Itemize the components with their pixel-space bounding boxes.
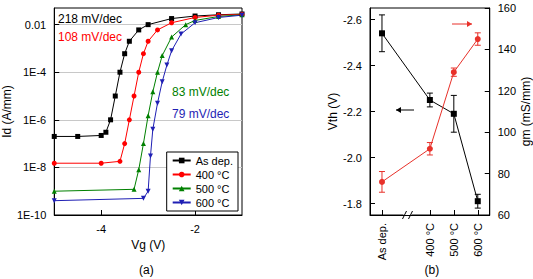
svg-text:-2: -2 <box>190 223 200 235</box>
svg-text:(a): (a) <box>139 263 154 277</box>
svg-text:Vth (V): Vth (V) <box>326 93 340 130</box>
svg-text:gm (mS/mm): gm (mS/mm) <box>519 77 533 146</box>
svg-text:1E-4: 1E-4 <box>23 66 46 78</box>
svg-text:500 °C: 500 °C <box>448 223 460 257</box>
svg-text:400 °C: 400 °C <box>196 169 230 181</box>
svg-text:60: 60 <box>498 209 510 221</box>
svg-text:-2.6: -2.6 <box>343 14 362 26</box>
svg-text:-1.8: -1.8 <box>343 198 362 210</box>
svg-text:500 °C: 500 °C <box>196 183 230 195</box>
svg-text:(b): (b) <box>425 263 440 277</box>
svg-text:-4: -4 <box>96 223 106 235</box>
svg-text:Id (A/mm): Id (A/mm) <box>0 85 14 138</box>
svg-text:79 mV/dec: 79 mV/dec <box>172 107 229 121</box>
svg-text:100: 100 <box>498 126 516 138</box>
svg-text:80: 80 <box>498 168 510 180</box>
svg-text:83 mV/dec: 83 mV/dec <box>172 85 229 99</box>
svg-text:-2.0: -2.0 <box>343 152 362 164</box>
svg-text:140: 140 <box>498 43 516 55</box>
svg-text:120: 120 <box>498 85 516 97</box>
svg-text:As dep.: As dep. <box>376 223 388 260</box>
svg-text:160: 160 <box>498 2 516 14</box>
svg-text:600 °C: 600 °C <box>472 223 484 257</box>
svg-text:400 °C: 400 °C <box>424 223 436 257</box>
svg-text:-2.4: -2.4 <box>343 60 362 72</box>
svg-text:108 mV/dec: 108 mV/dec <box>58 30 122 44</box>
svg-text:1E-8: 1E-8 <box>23 161 46 173</box>
svg-text:600 °C: 600 °C <box>196 197 230 209</box>
svg-text:1E-10: 1E-10 <box>17 209 46 221</box>
svg-text:218 mV/dec: 218 mV/dec <box>58 12 122 26</box>
svg-text:1E-6: 1E-6 <box>23 114 46 126</box>
svg-text:-2.2: -2.2 <box>343 106 362 118</box>
svg-text:As dep.: As dep. <box>196 155 233 167</box>
svg-text:Vg (V): Vg (V) <box>131 238 165 252</box>
svg-text:0.01: 0.01 <box>25 19 46 31</box>
